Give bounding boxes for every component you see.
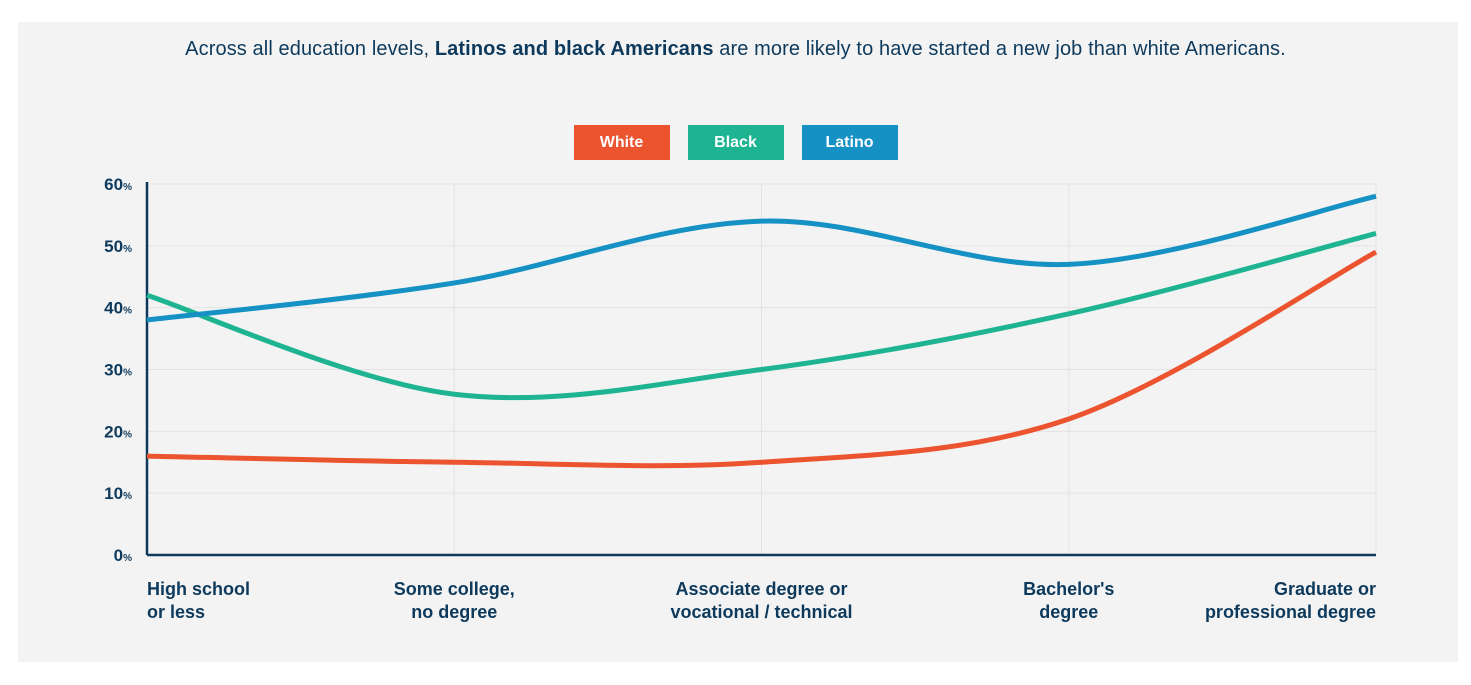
y-tick-label: 30%	[104, 361, 132, 380]
title-text-pre: Across all education levels,	[185, 38, 435, 60]
legend-item-black[interactable]: Black	[687, 125, 784, 160]
legend-item-latino[interactable]: Latino	[801, 125, 898, 160]
y-tick-label: 0%	[114, 546, 132, 565]
legend: White Black Latino	[0, 125, 1471, 160]
legend-item-white[interactable]: White	[573, 125, 670, 160]
y-tick-label: 50%	[104, 237, 132, 256]
y-tick-label: 60%	[104, 175, 132, 194]
x-tick-label: Associate degree or vocational / technic…	[670, 579, 853, 622]
y-tick-label: 40%	[104, 299, 132, 318]
title-text-bold: Latinos and black Americans	[434, 38, 714, 60]
x-tick-label: Bachelor's degree	[1023, 579, 1115, 622]
x-tick-label: Graduate or professional degree	[1204, 579, 1376, 622]
x-tick-label: High school or less	[147, 579, 250, 622]
y-tick-label: 10%	[104, 484, 132, 503]
series-line-white	[146, 249, 1378, 469]
y-tick-label: 20%	[104, 422, 132, 441]
title-text-post: are more likely to have started a new jo…	[713, 38, 1286, 60]
series-line-black	[146, 231, 1377, 401]
series-line-latino	[146, 193, 1377, 323]
x-tick-label: Some college, no degree	[393, 579, 515, 622]
chart-title: Across all education levels, Latinos and…	[0, 38, 1471, 61]
